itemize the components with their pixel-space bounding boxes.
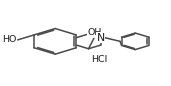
Text: HCl: HCl	[91, 55, 107, 64]
Text: OH: OH	[87, 28, 102, 37]
Text: N: N	[97, 33, 105, 43]
Text: HO: HO	[2, 35, 16, 44]
